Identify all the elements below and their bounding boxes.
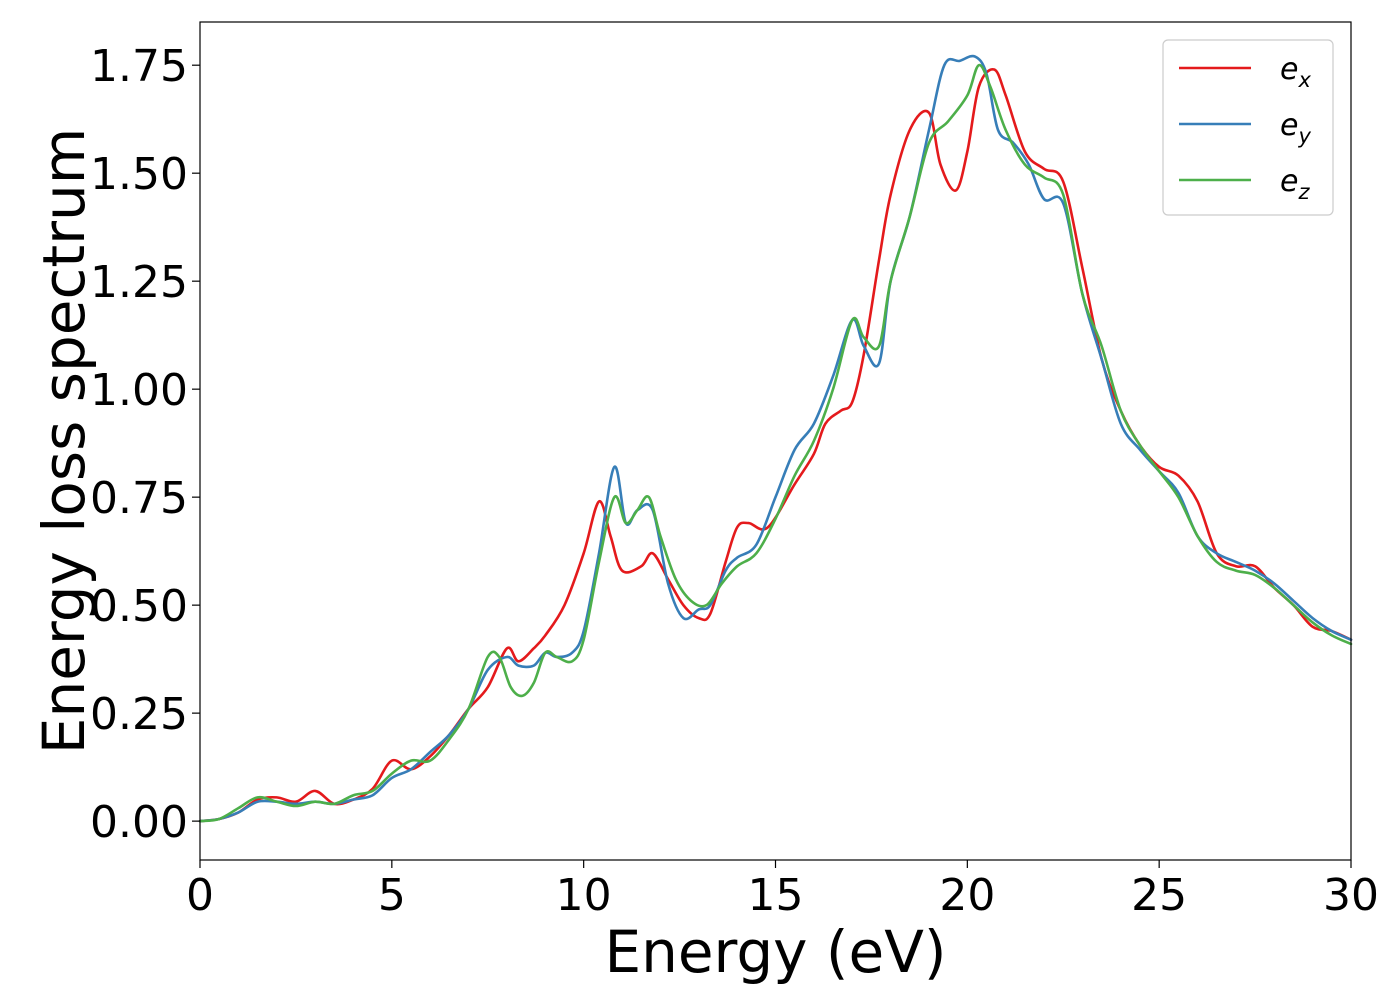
legend-label: ey (1280, 108, 1311, 148)
x-tick-label: 0 (186, 870, 214, 921)
y-tick-label: 1.75 (90, 41, 188, 92)
x-tick-label: 15 (748, 870, 804, 921)
y-axis-title: Energy loss spectrum (30, 128, 98, 754)
legend-label: ez (1280, 164, 1310, 204)
x-tick-label: 5 (378, 870, 406, 921)
series-layer (198, 54, 1353, 823)
legend-label: ex (1280, 52, 1311, 92)
y-tick-label: 0.75 (90, 473, 188, 524)
y-tick-label: 0.25 (90, 689, 188, 740)
y-tick-label: 1.50 (90, 149, 188, 200)
x-axis-title: Energy (eV) (604, 918, 946, 986)
legend-label-base: e (1280, 108, 1298, 143)
series-line-z (198, 63, 1353, 823)
legend-label-subscript: z (1297, 180, 1310, 204)
x-tick-label: 30 (1323, 870, 1379, 921)
legend-label-subscript: x (1297, 68, 1311, 92)
legend-label-subscript: y (1297, 124, 1311, 148)
series-line-y (198, 54, 1353, 823)
y-tick-label: 1.00 (90, 365, 188, 416)
y-tick-label: 1.25 (90, 257, 188, 308)
y-tick-label: 0.00 (90, 797, 188, 848)
legend-box (1162, 39, 1334, 216)
x-tick-label: 25 (1131, 870, 1187, 921)
legend-label-base: e (1280, 164, 1298, 199)
ticks-layer: 0 5 10 15 20 25 30 0.00 0.25 0.50 0.75 1.00 1.25 1.50… (90, 41, 1379, 921)
legend-label-base: e (1280, 52, 1298, 87)
x-tick-label: 20 (939, 870, 995, 921)
y-tick-label: 0.50 (90, 581, 188, 632)
x-tick-label: 10 (556, 870, 612, 921)
